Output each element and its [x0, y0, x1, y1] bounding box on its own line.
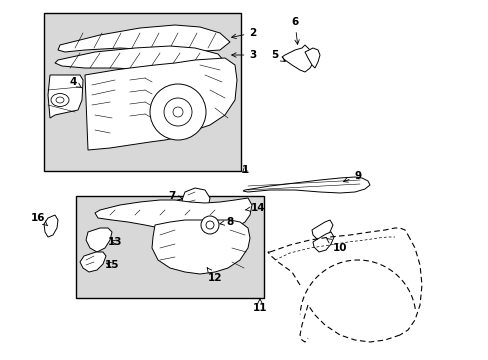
Text: 3: 3 [231, 50, 256, 60]
Polygon shape [80, 252, 106, 272]
Polygon shape [282, 45, 314, 72]
Text: 16: 16 [31, 213, 48, 226]
Polygon shape [58, 25, 229, 52]
Bar [76, 196, 264, 298]
Polygon shape [85, 58, 237, 150]
Text: 10: 10 [326, 239, 346, 253]
Ellipse shape [56, 97, 64, 103]
Polygon shape [86, 228, 112, 252]
Text: 7: 7 [168, 191, 182, 201]
Text: 15: 15 [104, 260, 119, 270]
Circle shape [163, 98, 192, 126]
Text: 11: 11 [252, 299, 267, 313]
Text: 4: 4 [69, 77, 81, 88]
Text: 12: 12 [207, 268, 222, 283]
Circle shape [150, 84, 205, 140]
Polygon shape [95, 198, 251, 235]
Text: 14: 14 [244, 203, 265, 213]
Text: 13: 13 [107, 237, 122, 247]
Polygon shape [243, 177, 369, 193]
Polygon shape [312, 232, 333, 252]
Polygon shape [182, 188, 209, 215]
Circle shape [173, 107, 183, 117]
Polygon shape [48, 75, 83, 118]
Circle shape [205, 221, 214, 229]
Ellipse shape [51, 94, 69, 107]
Text: 2: 2 [231, 28, 256, 39]
Polygon shape [305, 48, 319, 68]
Polygon shape [152, 220, 249, 274]
Text: 6: 6 [291, 17, 299, 44]
Text: 8: 8 [220, 217, 233, 227]
Text: 1: 1 [241, 165, 248, 175]
Bar [44, 13, 241, 171]
Text: 9: 9 [343, 171, 361, 182]
Polygon shape [311, 220, 332, 240]
Circle shape [201, 216, 219, 234]
Polygon shape [55, 46, 224, 72]
Text: 5: 5 [271, 50, 285, 62]
Polygon shape [44, 215, 58, 237]
